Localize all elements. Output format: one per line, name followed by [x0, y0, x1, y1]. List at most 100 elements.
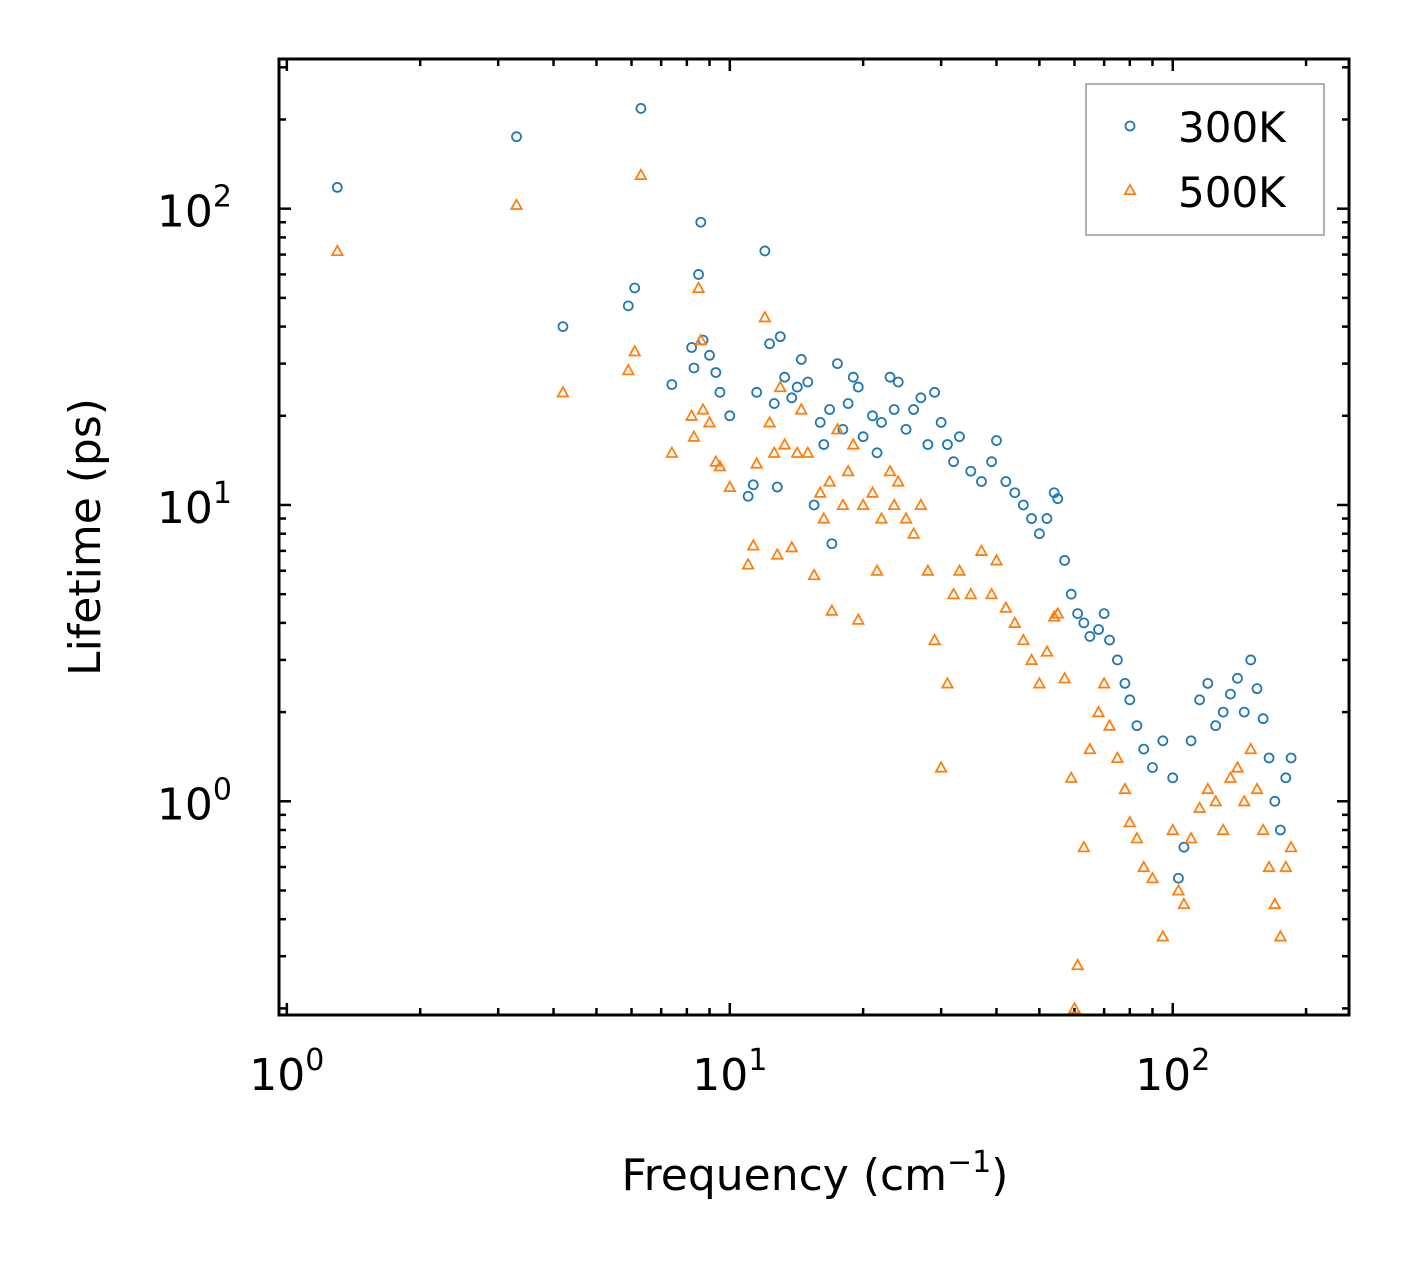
legend-circle-marker: [1124, 120, 1136, 132]
data-point-300k: [871, 447, 883, 459]
data-point-500k: [691, 280, 706, 294]
data-point-500k: [1118, 781, 1132, 795]
data-point-300k: [764, 338, 776, 350]
data-point-500k: [1091, 705, 1106, 718]
data-point-500k: [921, 563, 935, 576]
data-point-500k: [1145, 871, 1160, 884]
data-point-500k: [665, 445, 679, 458]
data-point-300k: [1104, 634, 1115, 646]
data-point-500k: [1268, 896, 1282, 910]
legend-marker-500k: [1123, 182, 1137, 196]
data-point-300k: [986, 456, 998, 468]
data-point-300k: [666, 379, 678, 390]
data-point-500k: [741, 557, 755, 570]
data-point-500k: [1192, 800, 1207, 813]
x-axis-label: Frequency (cm−1): [622, 1145, 1009, 1201]
data-point-300k: [1111, 654, 1123, 666]
data-point-300k: [1059, 555, 1071, 566]
data-point-500k: [883, 464, 897, 477]
data-point-300k: [814, 416, 826, 428]
data-point-500k: [1237, 794, 1251, 807]
data-point-300k: [935, 416, 947, 428]
data-point-500k: [1097, 676, 1111, 689]
data-point-500k: [1136, 859, 1151, 873]
data-point-500k: [330, 243, 345, 257]
data-point-300k: [922, 439, 934, 450]
x-tick-label: 101: [692, 1043, 767, 1101]
data-point-500k: [984, 587, 999, 600]
data-point-500k: [1040, 644, 1054, 657]
data-point-300k: [900, 423, 912, 435]
data-point-500k: [934, 760, 948, 773]
data-point-300k: [1280, 772, 1292, 784]
data-point-500k: [1064, 770, 1078, 783]
data-point-300k: [1173, 872, 1184, 884]
data-point-500k: [709, 454, 723, 467]
y-tick-label: 102: [157, 180, 232, 238]
data-point-300k: [954, 431, 965, 443]
data-point-300k: [795, 353, 807, 365]
data-point-300k: [786, 392, 798, 404]
data-point-300k: [1263, 752, 1275, 764]
data-point-500k: [1244, 742, 1258, 755]
x-tick-labels: 100 101 102: [249, 1043, 1210, 1101]
data-point-300k: [742, 490, 754, 502]
data-point-500k: [1051, 606, 1065, 619]
data-point-500k: [1184, 831, 1198, 844]
data-point-500k: [627, 344, 642, 357]
data-point-500k: [1024, 652, 1039, 665]
data-point-300k: [557, 321, 569, 332]
data-point-500k: [817, 511, 831, 524]
data-point-500k: [1077, 840, 1091, 853]
data-point-300k: [842, 398, 854, 409]
data-point-300k: [802, 376, 814, 388]
data-point-300k: [1210, 720, 1222, 732]
data-point-300k: [693, 269, 704, 280]
data-point-500k: [723, 479, 737, 493]
data-point-300k: [331, 181, 343, 193]
data-point-500k: [822, 474, 837, 487]
data-point-300k: [768, 398, 780, 409]
data-point-300k: [1131, 720, 1143, 732]
data-point-300k: [759, 245, 771, 257]
data-point-500k: [870, 563, 884, 576]
data-point-500k: [767, 445, 781, 458]
data-point-300k: [857, 431, 869, 443]
data-point-500k: [891, 474, 905, 487]
data-point-500k: [696, 402, 710, 415]
data-point-300k: [629, 282, 641, 294]
data-point-500k: [713, 459, 727, 472]
data-point-500k: [785, 540, 799, 553]
data-point-300k: [686, 342, 698, 353]
x-tick-label: 102: [1135, 1043, 1210, 1101]
data-point-500k: [790, 445, 804, 458]
data-point-500k: [1262, 859, 1276, 873]
data-point-500k: [1166, 822, 1180, 836]
data-point-300k: [1147, 762, 1158, 773]
data-point-300k: [1157, 735, 1169, 747]
data-point-300k: [1269, 795, 1281, 807]
data-point-300k: [847, 371, 859, 383]
data-point-500k: [1208, 794, 1223, 807]
data-point-300k: [929, 386, 941, 398]
data-point-300k: [818, 439, 830, 450]
data-point-300k: [1257, 713, 1269, 725]
data-point-300k: [942, 439, 953, 450]
data-point-300k: [1009, 487, 1021, 499]
y-tick-label: 101: [157, 476, 232, 534]
data-point-300k: [1167, 772, 1179, 784]
data-point-500k: [1156, 929, 1170, 942]
data-point-500k: [1102, 718, 1117, 731]
data-point-500k: [1177, 896, 1191, 910]
legend-label-300k: 300K: [1178, 103, 1287, 152]
data-point-300k: [888, 404, 900, 415]
data-point-500k: [887, 497, 901, 511]
data-point-500k: [687, 429, 701, 442]
data-point-300k: [1078, 617, 1090, 629]
data-point-500k: [1279, 859, 1293, 873]
data-point-500k: [836, 497, 850, 511]
data-point-300k: [688, 362, 700, 374]
data-point-500k: [1171, 883, 1186, 896]
data-point-300k: [751, 386, 763, 398]
